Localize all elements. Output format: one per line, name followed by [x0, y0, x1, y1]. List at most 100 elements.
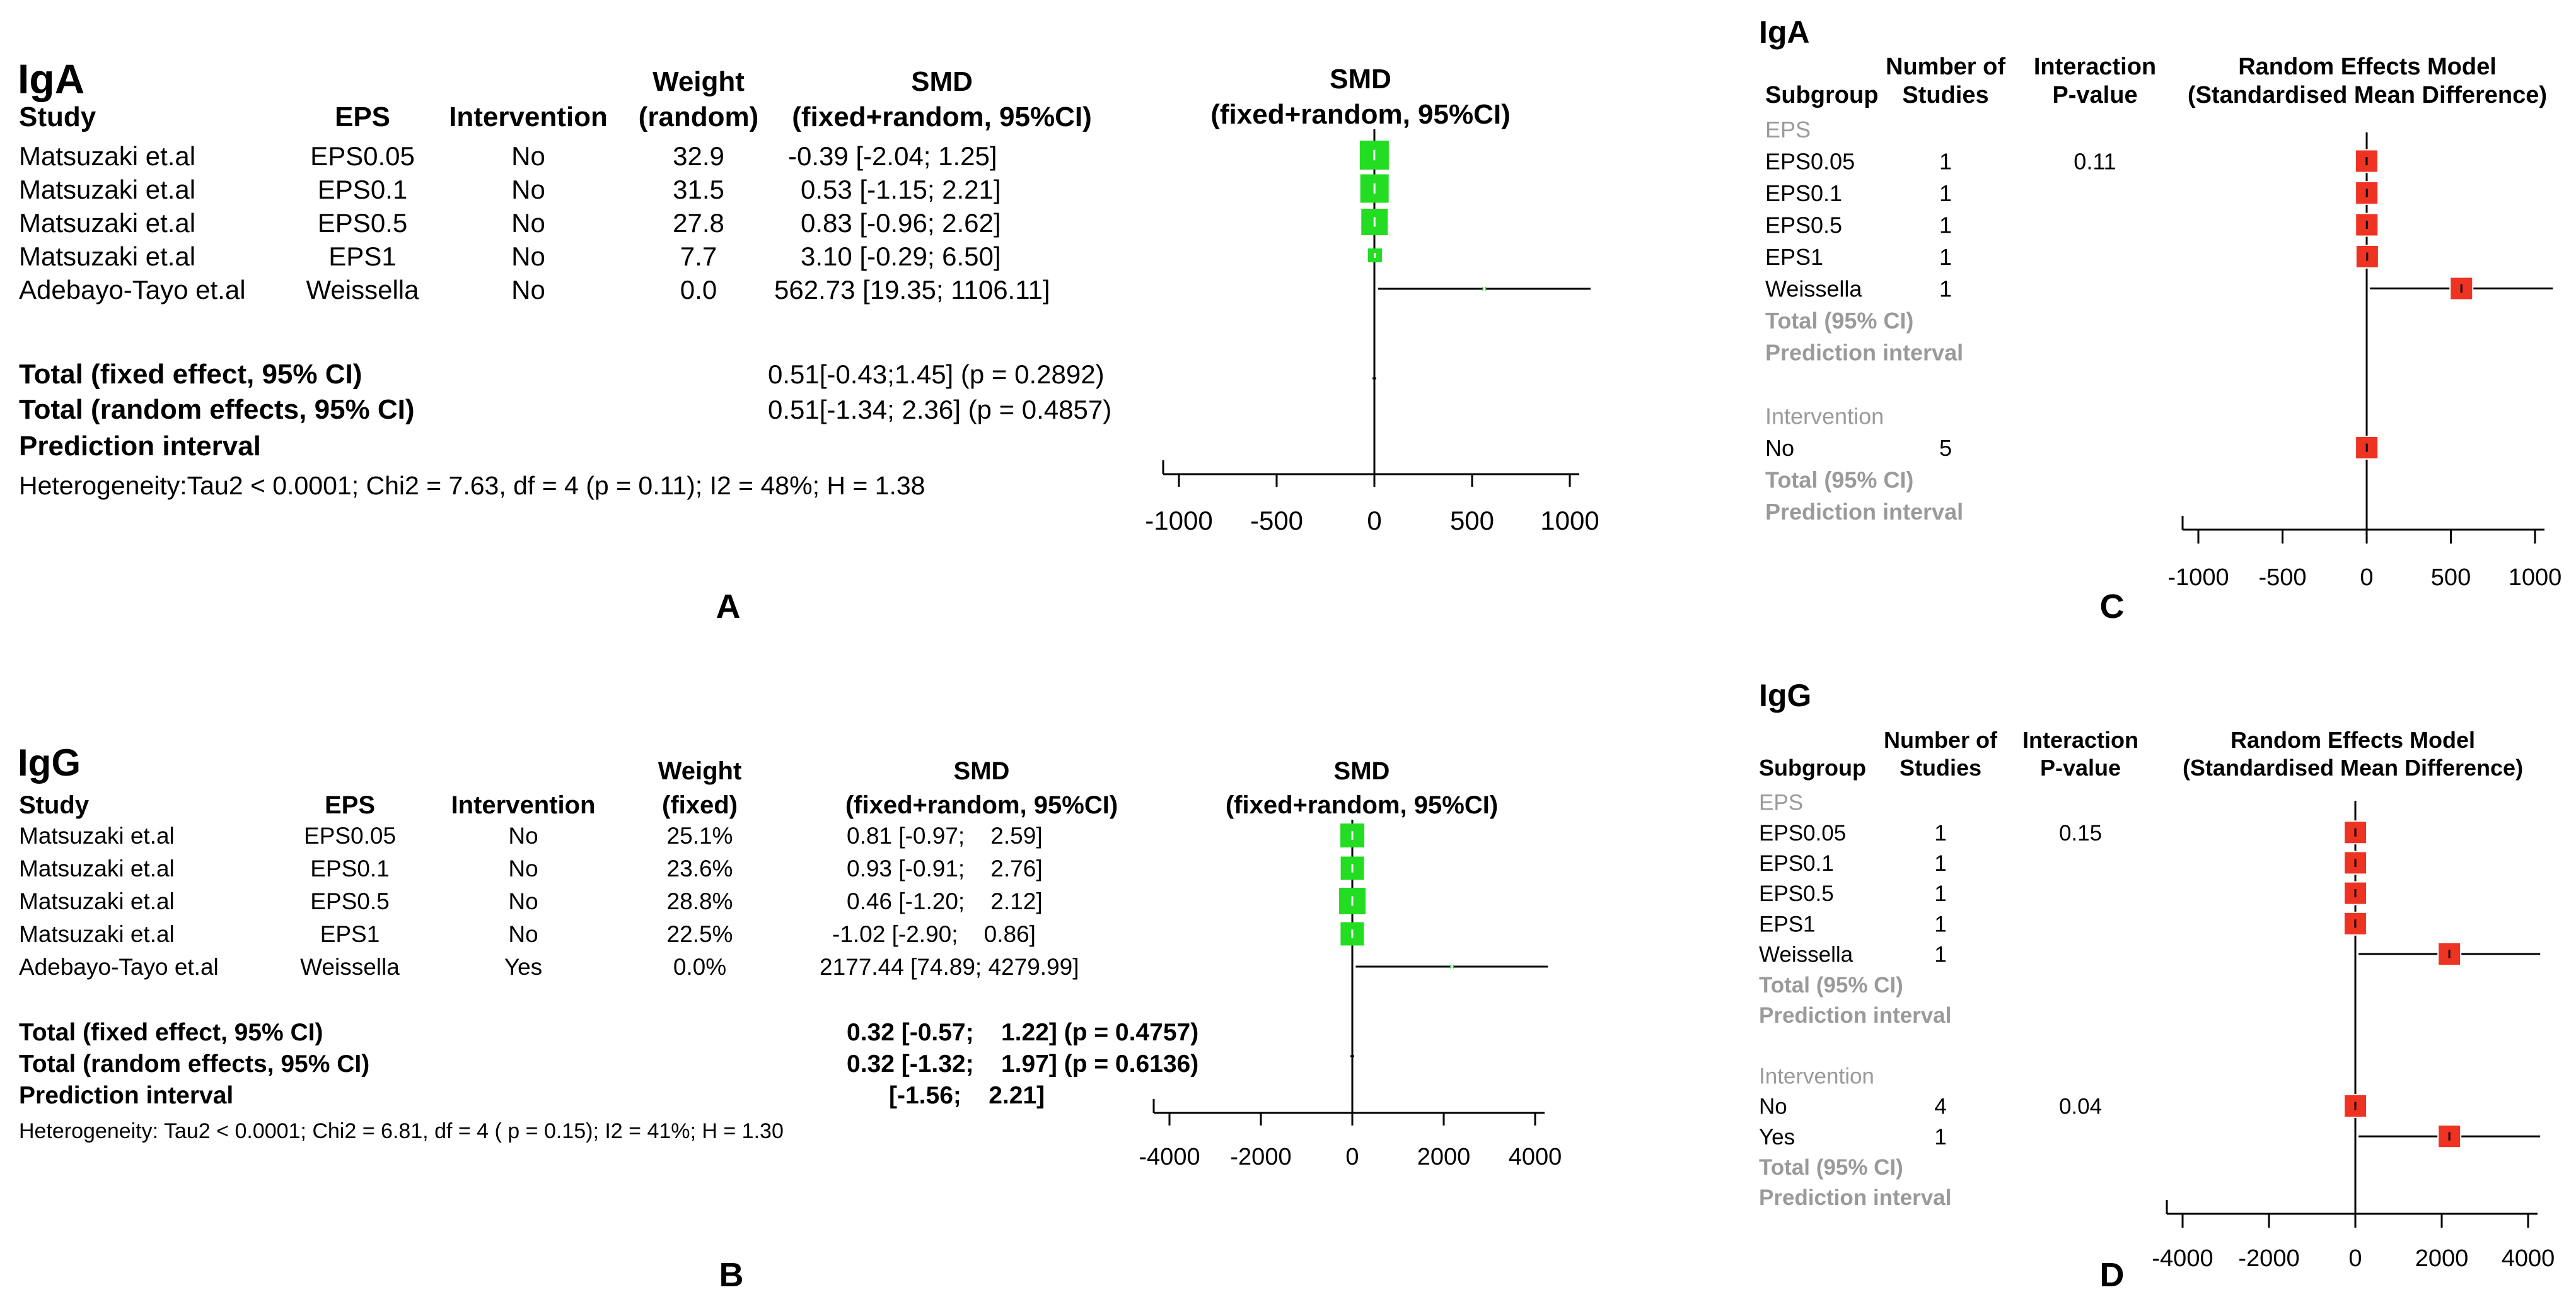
intervention-cell: No: [511, 241, 545, 271]
intervention-cell: No: [511, 275, 545, 305]
subgroup-header: Prediction interval: [1759, 1003, 1951, 1028]
x-tick-label: 500: [2431, 564, 2471, 591]
weight-cell: 7.7: [680, 241, 717, 271]
prediction-interval-label: Prediction interval: [19, 431, 261, 462]
panel-c: IgA Subgroup Number of Studies Interacti…: [1759, 15, 2561, 625]
x-tick-label: -1000: [2167, 564, 2229, 591]
panel-a-header-weight: Weight: [653, 66, 745, 97]
interaction-p-value: 0.04: [2059, 1095, 2102, 1119]
weight-cell: 23.6%: [667, 856, 733, 881]
table-row: Adebayo-Tayo et.al Weissella Yes 0.0% 21…: [19, 954, 1079, 980]
panel-d-header-p-sub: P-value: [2040, 755, 2121, 781]
table-row: Adebayo-Tayo et.al Weissella No 0.0 562.…: [19, 275, 1050, 305]
heterogeneity-text: Heterogeneity:Tau2 < 0.0001; Chi2 = 7.63…: [19, 471, 925, 500]
subgroup-label: EPS1: [1765, 244, 1823, 270]
x-tick-label: -2000: [2238, 1245, 2299, 1272]
x-tick-label: -500: [2258, 564, 2306, 591]
eps-cell: EPS0.1: [318, 175, 407, 204]
smd-cell: 2177.44 [74.89; 4279.99]: [820, 954, 1079, 980]
weight-cell: 32.9: [673, 141, 724, 171]
subgroup-label: Weissella: [1759, 943, 1854, 967]
panel-b-header-plot: SMD: [1334, 757, 1390, 785]
study-cell: Matsuzaki et.al: [19, 856, 175, 881]
intervention-cell: No: [511, 175, 545, 204]
weight-cell: 0.0: [680, 275, 717, 305]
weight-cell: 27.8: [673, 208, 724, 238]
study-count: 1: [1934, 851, 1946, 876]
subgroup-label: EPS0.5: [1765, 212, 1842, 238]
panel-b-header-weight-sub: (fixed): [662, 791, 738, 819]
x-tick-label: 0: [2360, 564, 2373, 591]
smd-cell: 0.83 [-0.96; 2.62]: [801, 208, 1001, 238]
panel-b-header-weight: Weight: [658, 757, 742, 785]
study-cell: Matsuzaki et.al: [19, 888, 175, 914]
smd-cell: 0.46 [-1.20; 2.12]: [847, 888, 1043, 914]
x-tick-label: -2000: [1230, 1144, 1291, 1170]
panel-a-title: IgA: [18, 55, 84, 102]
total-random-label: Total (random effects, 95% CI): [19, 1050, 369, 1078]
subgroup-label: EPS0.1: [1759, 851, 1834, 876]
intervention-cell: No: [511, 141, 545, 171]
intervention-cell: Yes: [504, 954, 542, 980]
study-count: 1: [1939, 244, 1952, 270]
subgroup-header: Prediction interval: [1759, 1185, 1951, 1210]
panel-b-header-intervention: Intervention: [451, 791, 596, 819]
panel-a-header-weight-sub: (random): [639, 102, 759, 132]
subgroup-label: Yes: [1759, 1125, 1795, 1149]
smd-cell: 3.10 [-0.29; 6.50]: [801, 241, 1001, 271]
x-tick-label: 0: [2348, 1245, 2362, 1272]
panel-d-header-model-sub: (Standardised Mean Difference): [2183, 755, 2523, 781]
panel-b-title: IgG: [18, 742, 81, 784]
table-row: Matsuzaki et.al EPS1 No 7.7 3.10 [-0.29;…: [19, 241, 1001, 271]
panel-c-header-n: Number of: [1886, 54, 2005, 80]
total-fixed-label: Total (fixed effect, 95% CI): [19, 359, 362, 390]
eps-cell: EPS1: [328, 241, 396, 271]
study-count: 1: [1934, 943, 1946, 967]
study-count: 5: [1939, 435, 1952, 461]
panel-d-letter: D: [2100, 1256, 2125, 1294]
study-cell: Adebayo-Tayo et.al: [19, 275, 246, 305]
weight-cell: 31.5: [673, 175, 724, 204]
eps-cell: Weissella: [306, 275, 420, 305]
weight-cell: 25.1%: [667, 823, 733, 849]
study-count: 4: [1934, 1095, 1946, 1119]
panel-a-header-plot-sub: (fixed+random, 95%CI): [1210, 99, 1511, 130]
panel-c-header-n-sub: Studies: [1902, 82, 1988, 108]
table-row: Matsuzaki et.al EPS0.05 No 32.9 -0.39 [-…: [19, 141, 997, 171]
x-tick-label: -1000: [1145, 506, 1212, 535]
study-count: 1: [1934, 1125, 1946, 1149]
weight-cell: 0.0%: [673, 954, 726, 980]
panel-b-header-study: Study: [19, 791, 90, 819]
total-random-value: 0.32 [-1.32; 1.97] (p = 0.6136): [847, 1050, 1198, 1078]
smd-cell: -0.39 [-2.04; 1.25]: [788, 141, 997, 171]
x-tick-label: 0: [1367, 506, 1381, 535]
study-cell: Matsuzaki et.al: [19, 823, 175, 849]
panel-b: IgG Study EPS Intervention Weight (fixed…: [18, 742, 1562, 1294]
panel-d-header-n: Number of: [1884, 727, 1998, 753]
x-tick-label: 0: [1345, 1144, 1359, 1170]
eps-cell: EPS0.1: [310, 856, 389, 881]
subgroup-header: Intervention: [1765, 403, 1884, 429]
intervention-cell: No: [511, 208, 545, 238]
panel-a-header-smd-sub: (fixed+random, 95%CI): [792, 102, 1092, 132]
table-row: Matsuzaki et.al EPS0.1 No 23.6% 0.93 [-0…: [19, 856, 1043, 881]
panel-a-header-plot: SMD: [1330, 64, 1391, 95]
table-row: Matsuzaki et.al EPS0.5 No 27.8 0.83 [-0.…: [19, 208, 1001, 238]
panel-c-header-subgroup: Subgroup: [1765, 82, 1878, 108]
smd-cell: 562.73 [19.35; 1106.11]: [774, 275, 1050, 305]
study-cell: Adebayo-Tayo et.al: [19, 954, 219, 980]
panel-b-header-plot-sub: (fixed+random, 95%CI): [1226, 791, 1498, 819]
intervention-cell: No: [508, 856, 538, 881]
total-fixed-value: 0.32 [-0.57; 1.22] (p = 0.4757): [847, 1019, 1198, 1046]
study-count: 1: [1934, 821, 1946, 846]
interaction-p-value: 0.11: [2074, 148, 2116, 174]
interaction-p-value: 0.15: [2059, 821, 2102, 846]
prediction-interval-value: [-1.56; 2.21]: [889, 1082, 1045, 1109]
intervention-cell: No: [508, 921, 538, 947]
x-tick-label: -4000: [2152, 1245, 2213, 1272]
panel-d-header-p: Interaction: [2022, 727, 2138, 753]
subgroup-header: Total (95% CI): [1765, 308, 1913, 334]
panel-c-title: IgA: [1759, 15, 1810, 50]
intervention-cell: No: [508, 888, 538, 914]
